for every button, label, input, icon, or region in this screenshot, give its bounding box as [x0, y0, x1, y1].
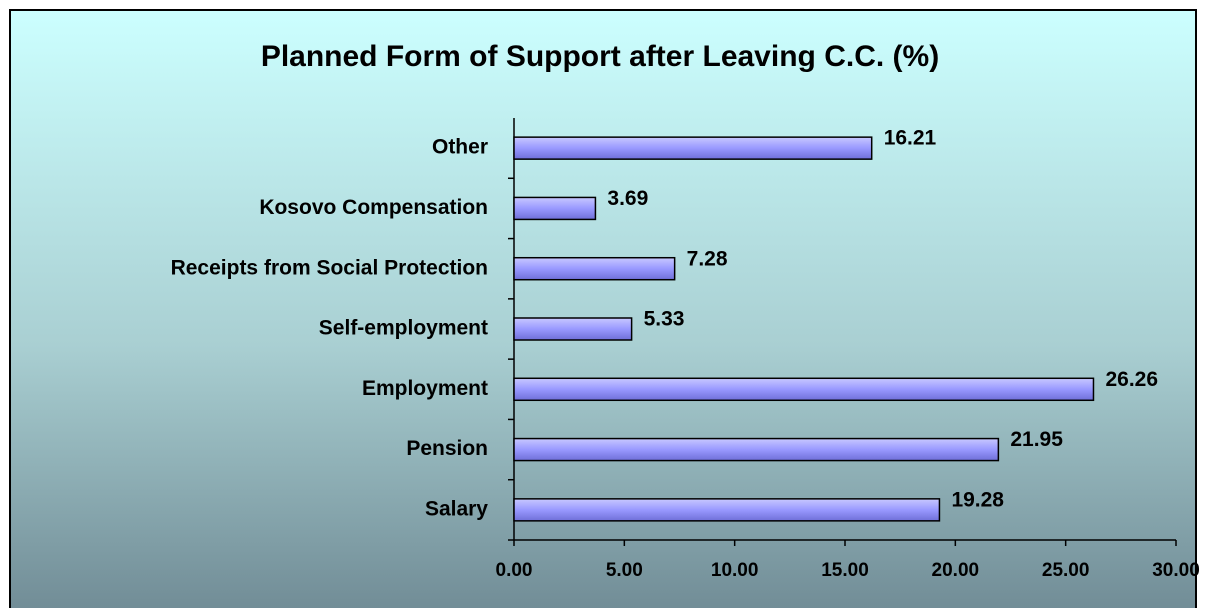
x-tick-label: 25.00: [1042, 560, 1090, 581]
bar: [513, 377, 1095, 402]
data-label: 19.28: [951, 488, 1004, 511]
data-label: 26.26: [1105, 368, 1158, 391]
data-label: 5.33: [644, 308, 685, 331]
x-tick-label: 10.00: [711, 560, 759, 581]
bar: [513, 136, 873, 160]
x-tick-label: 20.00: [932, 560, 980, 581]
data-label: 3.69: [607, 187, 648, 210]
bar: [513, 196, 597, 221]
x-tick-label: 30.00: [1152, 560, 1200, 581]
bar: [513, 437, 1000, 462]
y-tick-label: Kosovo Compensation: [259, 196, 488, 219]
bar: [513, 498, 941, 522]
chart-title: Planned Form of Support after Leaving C.…: [261, 40, 939, 73]
data-label: 16.21: [884, 127, 937, 150]
x-tick-label: 5.00: [606, 560, 643, 581]
y-tick-label: Receipts from Social Protection: [171, 256, 488, 279]
y-tick-label: Self-employment: [319, 317, 488, 340]
bar: [513, 256, 676, 281]
y-tick-label: Employment: [362, 377, 488, 400]
y-tick-label: Other: [432, 136, 488, 159]
y-tick-label: Salary: [425, 497, 488, 520]
x-tick-label: 0.00: [496, 560, 533, 581]
x-tick-label: 15.00: [821, 560, 869, 581]
bar: [513, 317, 633, 341]
y-tick-label: Pension: [406, 437, 488, 460]
data-label: 21.95: [1010, 428, 1063, 451]
data-label: 7.28: [687, 247, 728, 270]
